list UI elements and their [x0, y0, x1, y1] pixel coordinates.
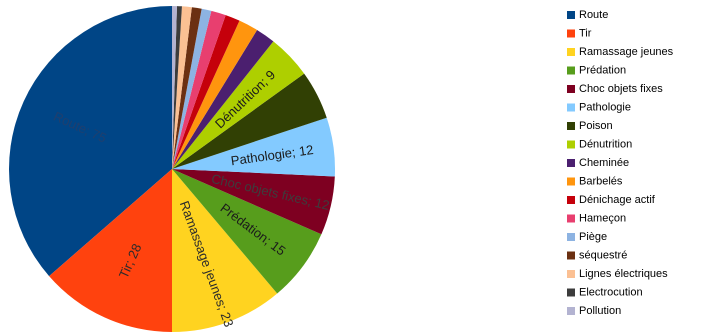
legend-item-sequestre: séquestré — [567, 250, 627, 262]
legend-item-predation: Prédation — [567, 65, 626, 77]
legend-swatch — [567, 140, 575, 149]
legend-label: Dénichage actif — [579, 194, 656, 206]
legend-label: Pollution — [579, 305, 621, 317]
legend-item-poison: Poison — [567, 120, 613, 132]
legend-label: Hameçon — [579, 213, 626, 225]
legend-label: Electrocution — [579, 287, 643, 299]
pie-slice-barbeles — [172, 20, 258, 169]
legend-swatch — [567, 177, 575, 186]
legend-swatch — [567, 214, 575, 223]
legend-item-route: Route — [567, 9, 608, 21]
legend-swatch — [567, 251, 575, 260]
pie-slice-denutrition — [172, 41, 305, 170]
pie-slice-sequestre — [172, 7, 202, 169]
legend-label: séquestré — [579, 250, 627, 262]
pie-slice-lignes-electriques — [172, 6, 192, 169]
legend-swatch — [567, 11, 575, 19]
pie-slice-choc-objets-fixes — [172, 169, 335, 235]
legend-swatch — [567, 288, 575, 297]
pie-slices — [9, 6, 335, 332]
legend-label: Cheminée — [579, 157, 629, 169]
legend-label: Ramassage jeunes — [579, 46, 674, 58]
legend-item-choc-objets-fixes: Choc objets fixes — [567, 83, 663, 95]
legend-swatch — [567, 122, 575, 130]
pie-slice-piege — [172, 8, 212, 169]
legend-label: Lignes électriques — [579, 268, 668, 280]
pie-slice-pathologie — [172, 117, 335, 177]
legend-label: Pathologie — [579, 102, 631, 114]
pie-slice-cheminee — [172, 29, 274, 170]
legend-item-lignes-electriques: Lignes électriques — [567, 268, 668, 280]
legend: Route Tir Ramassage jeunes Prédation Choc ob… — [567, 9, 674, 317]
pie-slice-hamecon — [172, 10, 226, 169]
legend-swatch — [567, 270, 575, 278]
legend-label: Piège — [579, 231, 607, 243]
legend-swatch — [567, 103, 575, 112]
pie-slice-predation — [172, 169, 322, 294]
pie-slice-electrocution — [172, 6, 182, 169]
legend-item-tir: Tir — [567, 28, 592, 40]
legend-swatch — [567, 159, 575, 167]
pie-slice-denichage-actif — [172, 15, 240, 170]
legend-label: Barbelés — [579, 176, 623, 188]
legend-item-barbeles: Barbelés — [567, 176, 623, 188]
legend-item-pathologie: Pathologie — [567, 102, 631, 114]
legend-item-pollution: Pollution — [567, 305, 621, 317]
legend-swatch — [567, 66, 575, 75]
legend-swatch — [567, 233, 575, 241]
legend-item-ramassage-jeunes: Ramassage jeunes — [567, 46, 674, 58]
legend-item-hamecon: Hameçon — [567, 213, 626, 225]
legend-label: Choc objets fixes — [579, 83, 663, 95]
legend-swatch — [567, 29, 575, 38]
pie-slice-ramassage-jeunes — [172, 169, 278, 332]
legend-item-denichage-actif: Dénichage actif — [567, 194, 656, 206]
legend-label: Tir — [579, 28, 592, 40]
legend-swatch — [567, 48, 575, 56]
legend-item-electrocution: Electrocution — [567, 287, 643, 299]
legend-label: Poison — [579, 120, 613, 132]
pie-slice-pollution — [172, 6, 177, 169]
legend-label: Dénutrition — [579, 139, 632, 151]
pie-slice-poison — [172, 73, 327, 169]
legend-swatch — [567, 307, 575, 315]
legend-swatch — [567, 196, 575, 204]
pie-slice-tir — [49, 169, 172, 332]
pie-slice-route — [9, 6, 173, 277]
legend-item-denutrition: Dénutrition — [567, 139, 632, 151]
legend-label: Prédation — [579, 65, 626, 77]
legend-item-piege: Piège — [567, 231, 607, 243]
legend-label: Route — [579, 9, 608, 21]
legend-swatch — [567, 85, 575, 93]
legend-item-cheminee: Cheminée — [567, 157, 629, 169]
